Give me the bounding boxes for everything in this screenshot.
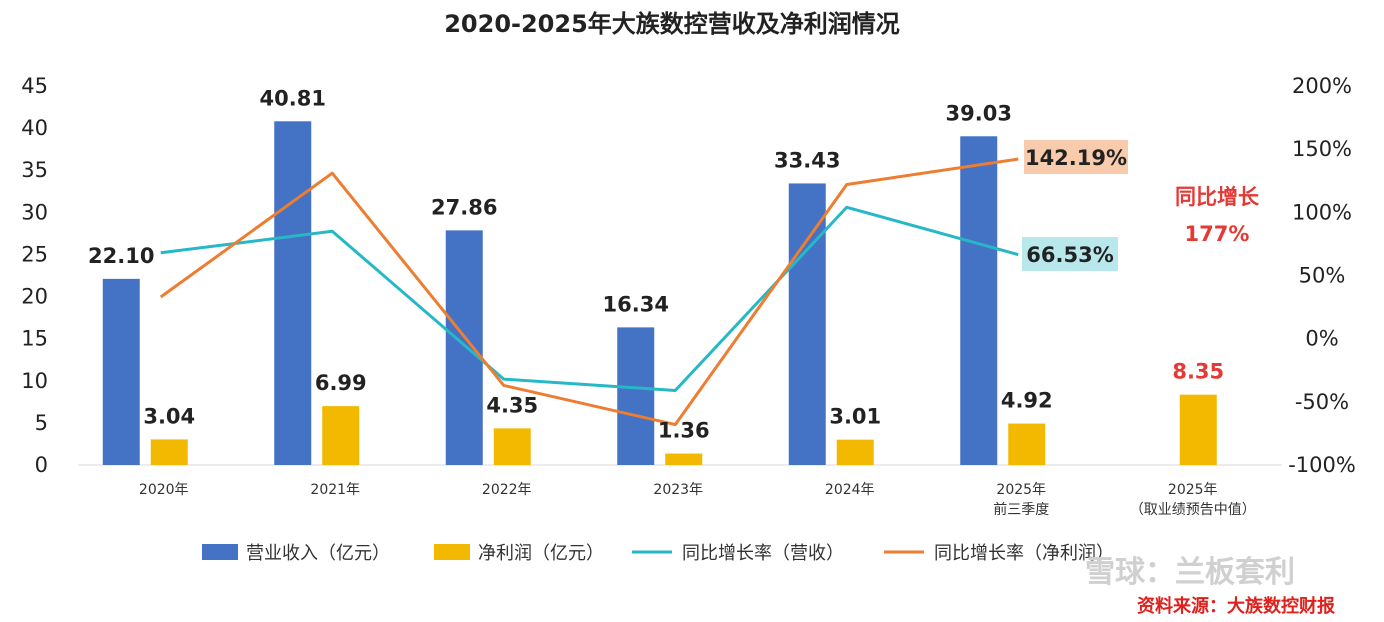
profit-bar (665, 453, 703, 465)
x-tick-label: 2020年 (139, 482, 189, 498)
bars (102, 121, 1217, 465)
x-tick-label: 2023年 (653, 482, 703, 498)
profit-label: 8.35 (1172, 360, 1224, 384)
revenue-label: 39.03 (946, 101, 1012, 125)
legend: 营业收入（亿元） 净利润（亿元） 同比增长率（营收） 同比增长率（净利润） (202, 543, 1114, 564)
legend-label: 同比增长率（营收） (682, 543, 844, 564)
y-axis-right: -100% -50% 0% 50% 100% 150% 200% (1288, 74, 1356, 477)
revenue-label: 33.43 (774, 148, 840, 172)
y-tick-left: 35 (21, 158, 48, 182)
profit-bar (322, 406, 360, 465)
revenue-bar (274, 121, 312, 465)
y-tick-left: 10 (21, 369, 48, 393)
x-tick-label: 前三季度 (993, 501, 1049, 518)
x-tick-label: 2025年 (996, 482, 1046, 498)
y-tick-left: 45 (21, 74, 48, 98)
y-tick-left: 15 (21, 327, 48, 351)
legend-label: 同比增长率（净利润） (934, 543, 1114, 564)
y-tick-right: -50% (1295, 390, 1349, 414)
revenue-label: 40.81 (260, 86, 326, 110)
legend-label: 营业收入（亿元） (246, 543, 390, 564)
growth-lines (159, 157, 1019, 427)
revenue-bar (960, 136, 998, 465)
revenue-bar (788, 183, 826, 465)
profit-label: 3.01 (829, 405, 881, 429)
y-tick-left: 30 (21, 200, 48, 224)
x-tick-label: 2022年 (482, 482, 532, 498)
callouts: 142.19% 66.53% 同比增长 177% (1022, 140, 1260, 271)
forecast-growth-title: 同比增长 (1175, 185, 1260, 209)
legend-swatch (202, 544, 238, 560)
y-tick-left: 0 (35, 453, 48, 477)
forecast-growth-value: 177% (1185, 222, 1250, 246)
profit-bar (1008, 423, 1046, 465)
y-tick-left: 40 (21, 116, 48, 140)
callout-revenue-growth: 66.53% (1026, 243, 1113, 267)
profit-label: 4.35 (486, 393, 538, 417)
y-tick-right: -100% (1288, 453, 1356, 477)
y-tick-left: 20 (21, 285, 48, 309)
chart-title: 2020-2025年大族数控营收及净利润情况 (444, 10, 900, 38)
x-tick-label: （取业绩预告中值） (1130, 502, 1256, 518)
x-tick-label: 2025年 (1168, 482, 1218, 498)
profit-bar (150, 439, 188, 465)
legend-label: 净利润（亿元） (478, 543, 604, 564)
y-tick-right: 100% (1292, 200, 1352, 224)
y-tick-right: 0% (1305, 327, 1338, 351)
profit-bar (836, 439, 874, 465)
revenue-label: 27.86 (431, 195, 497, 219)
revenue-bar (102, 278, 140, 465)
y-tick-right: 50% (1299, 264, 1346, 288)
revenue-growth-line (160, 205, 1019, 392)
y-axis-left: 0 5 10 15 20 25 30 35 40 45 (21, 74, 48, 477)
revenue-bar (445, 230, 483, 465)
profit-label: 3.04 (143, 404, 195, 428)
profit-label: 4.92 (1001, 389, 1053, 413)
x-tick-label: 2024年 (825, 482, 875, 498)
callout-revenue-growth-box (1022, 237, 1118, 271)
revenue-label: 16.34 (603, 292, 669, 316)
callout-profit-growth: 142.19% (1025, 146, 1127, 170)
y-tick-left: 25 (21, 242, 48, 266)
source-note: 资料来源：大族数控财报 (1137, 595, 1335, 617)
y-tick-right: 200% (1292, 74, 1352, 98)
profit-growth-line (159, 157, 1019, 427)
revenue-label: 22.10 (88, 244, 154, 268)
profit-bar (493, 428, 531, 465)
profit-bar (1179, 394, 1217, 465)
legend-swatch (434, 544, 470, 560)
y-tick-right: 150% (1292, 137, 1352, 161)
callout-profit-growth-box (1024, 140, 1128, 174)
revenue-bar (617, 327, 655, 465)
y-tick-left: 5 (35, 411, 48, 435)
profit-label: 6.99 (315, 371, 367, 395)
profit-label: 1.36 (658, 419, 710, 443)
watermark: 雪球：兰板套利 (1085, 555, 1295, 590)
x-tick-label: 2021年 (310, 482, 360, 498)
bar-labels: 22.10 40.81 27.86 16.34 33.43 39.03 3.04 6.99 4.… (88, 86, 1224, 442)
